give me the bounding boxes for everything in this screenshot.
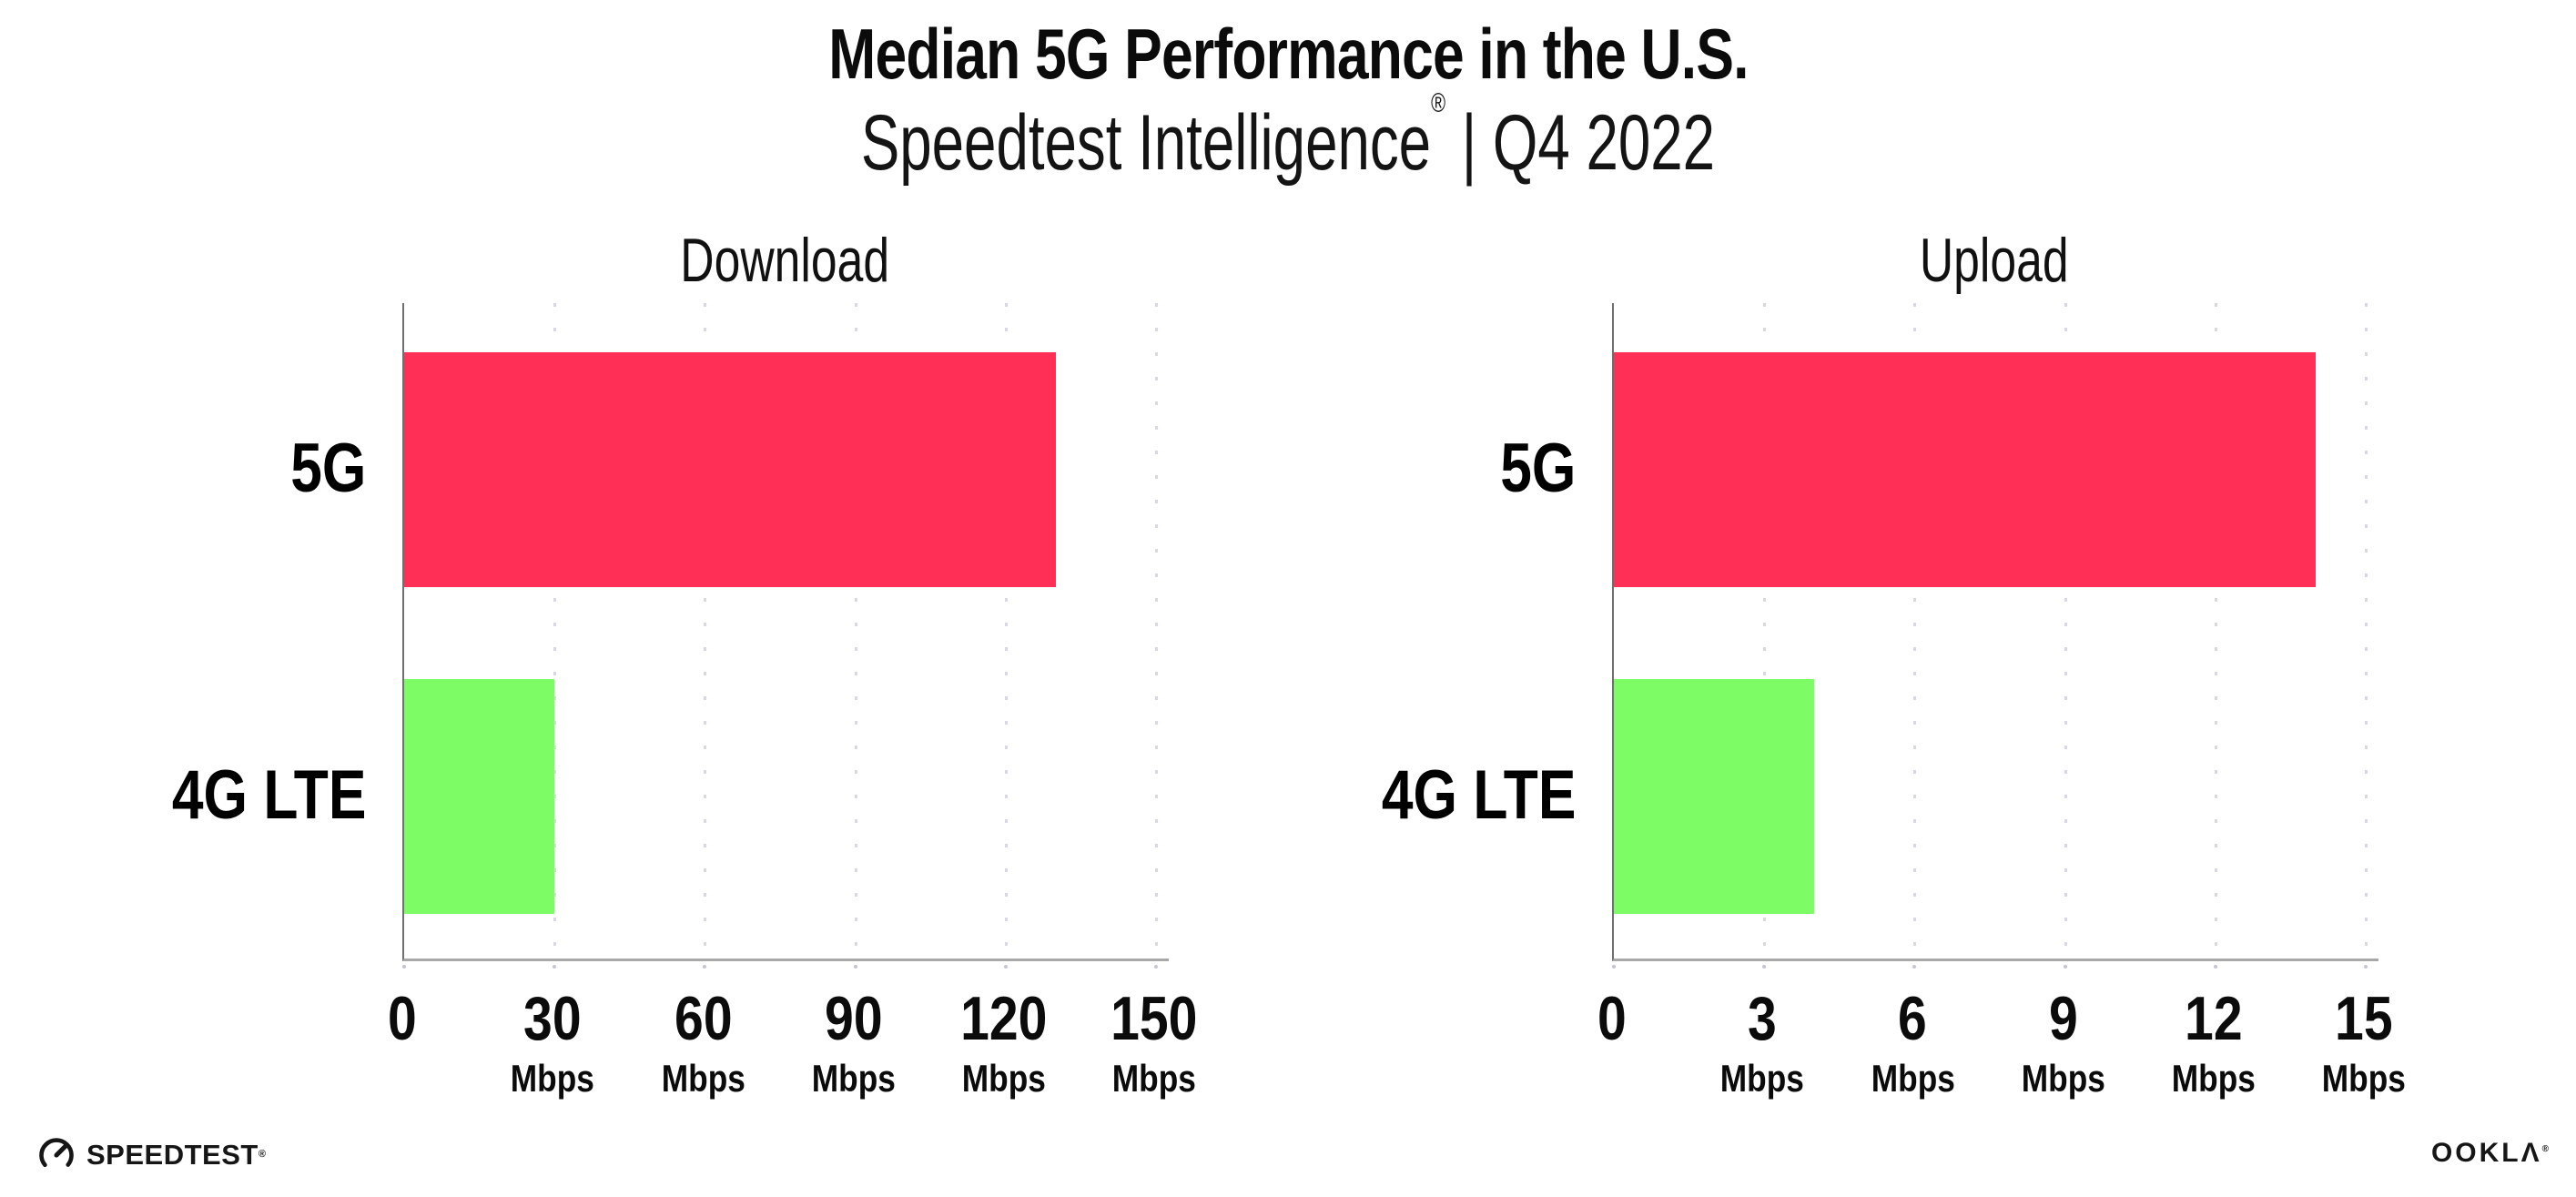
tick-unit: Mbps [1720,1057,1805,1100]
page-title-text: Median 5G Performance in the U.S. [827,14,1749,94]
category-label-4g-lte: 4G LTE [1381,756,1576,834]
axis-tick-mark-0 [1612,965,1616,969]
x-tick-label-90: 90 Mbps [745,988,963,1098]
tick-unit: Mbps [661,1057,745,1100]
category-label-5g: 5G [289,430,366,507]
subtitle-brand: Speedtest Intelligence [860,99,1432,187]
gridline-12 [2214,303,2217,959]
tick-value: 3 [1748,984,1778,1053]
tick-value: 150 [1111,984,1198,1053]
download-chart: Download 0 30 Mbps 60 Mbps 90 Mbps 120 Mbps 150 Mb… [0,0,1288,1120]
x-tick-label-15: 15 Mbps [2255,988,2473,1098]
axis-tick-mark-12 [2213,965,2217,969]
bar-4g-lte [404,679,555,914]
page-subtitle-text: Speedtest Intelligence® | Q4 2022 [861,90,1715,182]
speedtest-logo: SPEEDTEST® [36,1134,266,1174]
page-subtitle: Speedtest Intelligence® | Q4 2022 [0,90,2576,182]
x-tick-label-60: 60 Mbps [593,988,812,1098]
tick-value: 9 [2048,984,2078,1053]
tick-unit: Mbps [811,1057,896,1100]
tick-value: 60 [674,984,733,1053]
gridline-9 [2064,303,2067,959]
page-title: Median 5G Performance in the U.S. [0,18,2576,89]
tick-value: 90 [824,984,883,1053]
tick-unit: Mbps [511,1057,595,1100]
gridline-60 [704,303,707,959]
axis-tick-mark-9 [2063,965,2067,969]
tick-value: 6 [1898,984,1928,1053]
bar-5g [1614,352,2316,587]
gridline-30 [553,303,557,959]
axis-tick-mark-90 [853,965,857,969]
tick-unit: Mbps [1871,1057,1955,1100]
upload-chart: Upload 0 3 Mbps 6 Mbps 9 Mbps 12 Mbps 15 Mbps 5G 4G … [1210,0,2498,1120]
tick-unit: Mbps [2021,1057,2105,1100]
category-label-4g-lte: 4G LTE [171,756,366,834]
bar-5g [404,352,1056,587]
speedtest-wordmark: SPEEDTEST® [86,1138,267,1171]
ookla-registered-icon: ® [2541,1144,2549,1154]
tick-value: 30 [523,984,582,1053]
x-tick-label-120: 120 Mbps [895,988,1113,1098]
x-tick-label-9: 9 Mbps [1954,988,2173,1098]
tick-value: 120 [960,984,1048,1053]
upload-plot-area [1612,303,2378,969]
tick-unit: Mbps [2171,1057,2256,1100]
speedtest-registered-icon: ® [258,1148,267,1160]
gridline-15 [2365,303,2368,959]
subtitle-period: | Q4 2022 [1445,99,1716,187]
axis-tick-mark-60 [703,965,707,969]
gridline-120 [1004,303,1008,959]
x-tick-label-6: 6 Mbps [1803,988,2022,1098]
axis-tick-mark-0 [402,965,406,969]
tick-value: 0 [1597,984,1627,1053]
axis-tick-mark-3 [1762,965,1767,969]
tick-unit: Mbps [1111,1057,1197,1100]
x-tick-label-150: 150 Mbps [1045,988,1263,1098]
tick-unit: Mbps [961,1057,1046,1100]
tick-value: 15 [2335,984,2393,1053]
tick-value: 0 [388,984,417,1053]
x-tick-label-0: 0 [1503,988,1721,1050]
gridline-150 [1155,303,1158,959]
speedtest-gauge-icon [39,1138,74,1172]
ookla-wordmark: OOKLΛ [2430,1138,2542,1168]
ookla-logo: OOKLΛ® [2431,1140,2549,1167]
bar-4g-lte [1614,679,1815,914]
x-tick-label-30: 30 Mbps [443,988,662,1098]
tick-unit: Mbps [2321,1057,2407,1100]
x-tick-label-3: 3 Mbps [1653,988,1871,1098]
category-label-5g: 5G [1499,430,1576,507]
x-tick-label-12: 12 Mbps [2104,988,2323,1098]
axis-tick-mark-150 [1154,965,1158,969]
download-plot-area [402,303,1169,969]
download-chart-title: Download [680,226,889,295]
axis-tick-mark-15 [2364,965,2368,969]
axis-tick-mark-120 [1003,965,1008,969]
tick-value: 12 [2185,984,2243,1053]
gridline-6 [1913,303,1917,959]
axis-tick-mark-6 [1912,965,1917,969]
registered-trademark-icon: ® [1431,88,1446,118]
x-tick-label-0: 0 [293,988,512,1050]
upload-chart-title: Upload [1920,226,2069,295]
axis-tick-mark-30 [553,965,557,969]
gridline-3 [1763,303,1767,959]
gridline-90 [854,303,857,959]
